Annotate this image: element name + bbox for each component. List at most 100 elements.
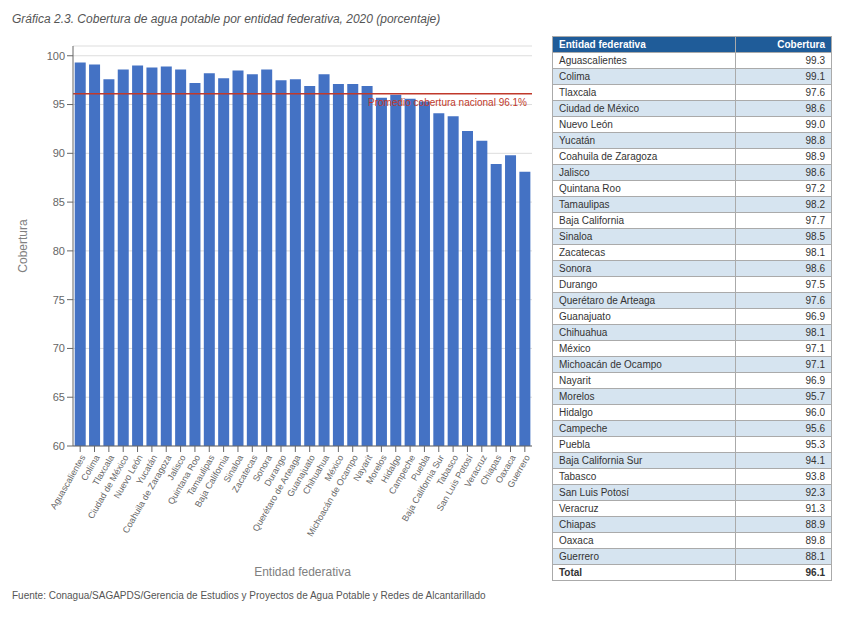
svg-text:Coahuila de Zaragoza: Coahuila de Zaragoza [121,453,174,535]
html-text:Hidalgo: Hidalgo [559,407,593,418]
html-text:97.7: 97.7 [805,215,825,226]
svg-text:Baja California: Baja California [192,453,231,509]
svg-text:Zacatecas: Zacatecas [230,453,260,495]
html-text:98.6: 98.6 [805,167,825,178]
html-text:Cobertura: Cobertura [777,39,825,50]
html-text:Michoacán de Ocampo: Michoacán de Ocampo [559,359,662,370]
svg-text:Veracruz: Veracruz [462,453,490,489]
html-text:96.0: 96.0 [805,407,825,418]
svg-text:Chiapas: Chiapas [478,453,504,487]
html-text:96.9: 96.9 [805,311,825,322]
html-text:97.1: 97.1 [805,343,825,354]
svg-text:90: 90 [53,147,65,159]
svg-text:Guanajuato: Guanajuato [285,453,317,499]
html-text:Ciudad de México: Ciudad de México [559,103,639,114]
svg-text:100: 100 [47,50,65,62]
svg-text:Campeche: Campeche [386,453,418,496]
html-text:Sonora: Sonora [559,263,592,274]
svg-text:San Luis Potosí: San Luis Potosí [434,453,475,513]
html-text:Querétaro de Arteaga: Querétaro de Arteaga [559,295,656,306]
html-text:97.2: 97.2 [805,183,825,194]
svg-text:Yucatán: Yucatán [134,453,160,487]
svg-text:Oaxaca: Oaxaca [493,453,518,486]
html-text:97.5: 97.5 [805,279,825,290]
html-text:Baja California: Baja California [559,215,624,226]
svg-text:Sonora: Sonora [250,453,274,484]
html-text:94.1: 94.1 [805,455,825,466]
html-text:95.6: 95.6 [805,423,825,434]
html-text:Colima: Colima [559,71,591,82]
svg-text:Tlaxcala: Tlaxcala [90,453,117,488]
svg-text:Michoacán de Ocampo: Michoacán de Ocampo [305,453,360,538]
html-text:Morelos: Morelos [559,391,595,402]
svg-text:Ciudad de México: Ciudad de México [85,453,131,521]
html-text:97.1: 97.1 [805,359,825,370]
svg-text:Nuevo León: Nuevo León [111,453,145,501]
svg-text:Quintana Roo: Quintana Roo [165,453,203,507]
svg-text:Guerrero: Guerrero [505,453,532,489]
html-text:98.6: 98.6 [805,263,825,274]
html-text:Yucatán: Yucatán [559,135,596,146]
svg-text:Cobertura: Cobertura [16,219,30,273]
svg-text:Morelos: Morelos [364,453,389,486]
html-text:México: México [559,343,591,354]
html-text:Quintana Roo: Quintana Roo [559,183,621,194]
html-text:98.1: 98.1 [805,327,825,338]
html-text:Durango: Durango [559,279,598,290]
html-text:Tamaulipas: Tamaulipas [559,199,610,210]
html-text:98.6: 98.6 [805,103,825,114]
html-text:98.1: 98.1 [805,247,825,258]
html-text:Zacatecas: Zacatecas [559,247,606,258]
svg-text:Promedio cobertura nacional 96: Promedio cobertura nacional 96.1% [368,97,527,108]
html-text:Gráfica 2.3. Cobertura de agua: Gráfica 2.3. Cobertura de agua potable p… [12,12,441,26]
html-text:99.1: 99.1 [805,71,825,82]
svg-text:Hidalgo: Hidalgo [379,453,403,485]
html-text:Aguascalientes: Aguascalientes [559,55,627,66]
html-text:97.6: 97.6 [805,87,825,98]
html-text:99.3: 99.3 [805,55,825,66]
html-text:98.8: 98.8 [805,135,825,146]
html-text:Nayarit: Nayarit [559,375,591,386]
html-text:Campeche: Campeche [559,423,608,434]
svg-text:Querétaro de Arteaga: Querétaro de Arteaga [250,453,303,534]
svg-text:Tamaulipas: Tamaulipas [185,453,217,498]
html-text:Sinaloa: Sinaloa [559,231,593,242]
svg-text:Nayarit: Nayarit [351,453,375,483]
html-text:Puebla: Puebla [559,439,591,450]
html-text:98.5: 98.5 [805,231,825,242]
svg-text:Chihuahua: Chihuahua [300,453,332,496]
svg-text:65: 65 [53,391,65,403]
svg-text:Colima: Colima [79,453,102,483]
svg-text:México: México [322,453,346,483]
svg-text:Jalisco: Jalisco [165,453,188,482]
svg-text:Sinaloa: Sinaloa [221,453,246,485]
html-text:99.0: 99.0 [805,119,825,130]
html-text:Tabasco: Tabasco [559,471,597,482]
svg-text:95: 95 [53,98,65,110]
svg-text:Tabasco: Tabasco [434,453,461,488]
svg-text:Entidad federativa: Entidad federativa [254,565,351,579]
html-text:Chihuahua: Chihuahua [559,327,608,338]
html-text:Coahuila de Zaragoza: Coahuila de Zaragoza [559,151,658,162]
html-text:Tlaxcala: Tlaxcala [559,87,597,98]
html-text:95.3: 95.3 [805,439,825,450]
svg-text:75: 75 [53,294,65,306]
html-text:Guanajuato: Guanajuato [559,311,611,322]
html-text:98.9: 98.9 [805,151,825,162]
html-text:98.2: 98.2 [805,199,825,210]
html-text:Baja California Sur: Baja California Sur [559,455,643,466]
svg-text:80: 80 [53,245,65,257]
svg-text:60: 60 [53,440,65,452]
svg-text:Aguascalientes: Aguascalientes [48,453,87,511]
svg-text:Baja California Sur: Baja California Sur [400,453,446,523]
html-text:Jalisco: Jalisco [559,167,590,178]
html-text:Nuevo León: Nuevo León [559,119,613,130]
svg-text:70: 70 [53,342,65,354]
html-text:97.6: 97.6 [805,295,825,306]
html-text:95.7: 95.7 [805,391,825,402]
svg-text:Durango: Durango [262,453,289,489]
svg-text:Puebla: Puebla [409,453,432,483]
svg-text:85: 85 [53,196,65,208]
html-text:Entidad federativa: Entidad federativa [559,39,646,50]
html-text:96.9: 96.9 [805,375,825,386]
